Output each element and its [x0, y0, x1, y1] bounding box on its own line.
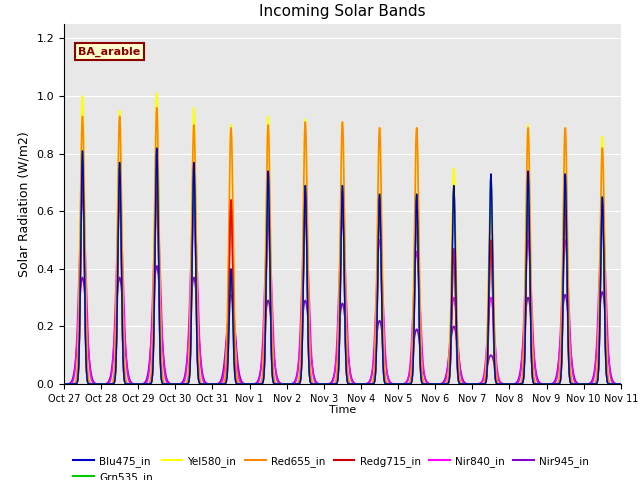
Y-axis label: Solar Radiation (W/m2): Solar Radiation (W/m2)	[18, 131, 31, 277]
X-axis label: Time: Time	[329, 405, 356, 415]
Text: BA_arable: BA_arable	[78, 47, 140, 57]
Legend: Blu475_in, Grn535_in, Yel580_in, Red655_in, Redg715_in, Nir840_in, Nir945_in: Blu475_in, Grn535_in, Yel580_in, Red655_…	[69, 451, 593, 480]
Title: Incoming Solar Bands: Incoming Solar Bands	[259, 4, 426, 19]
